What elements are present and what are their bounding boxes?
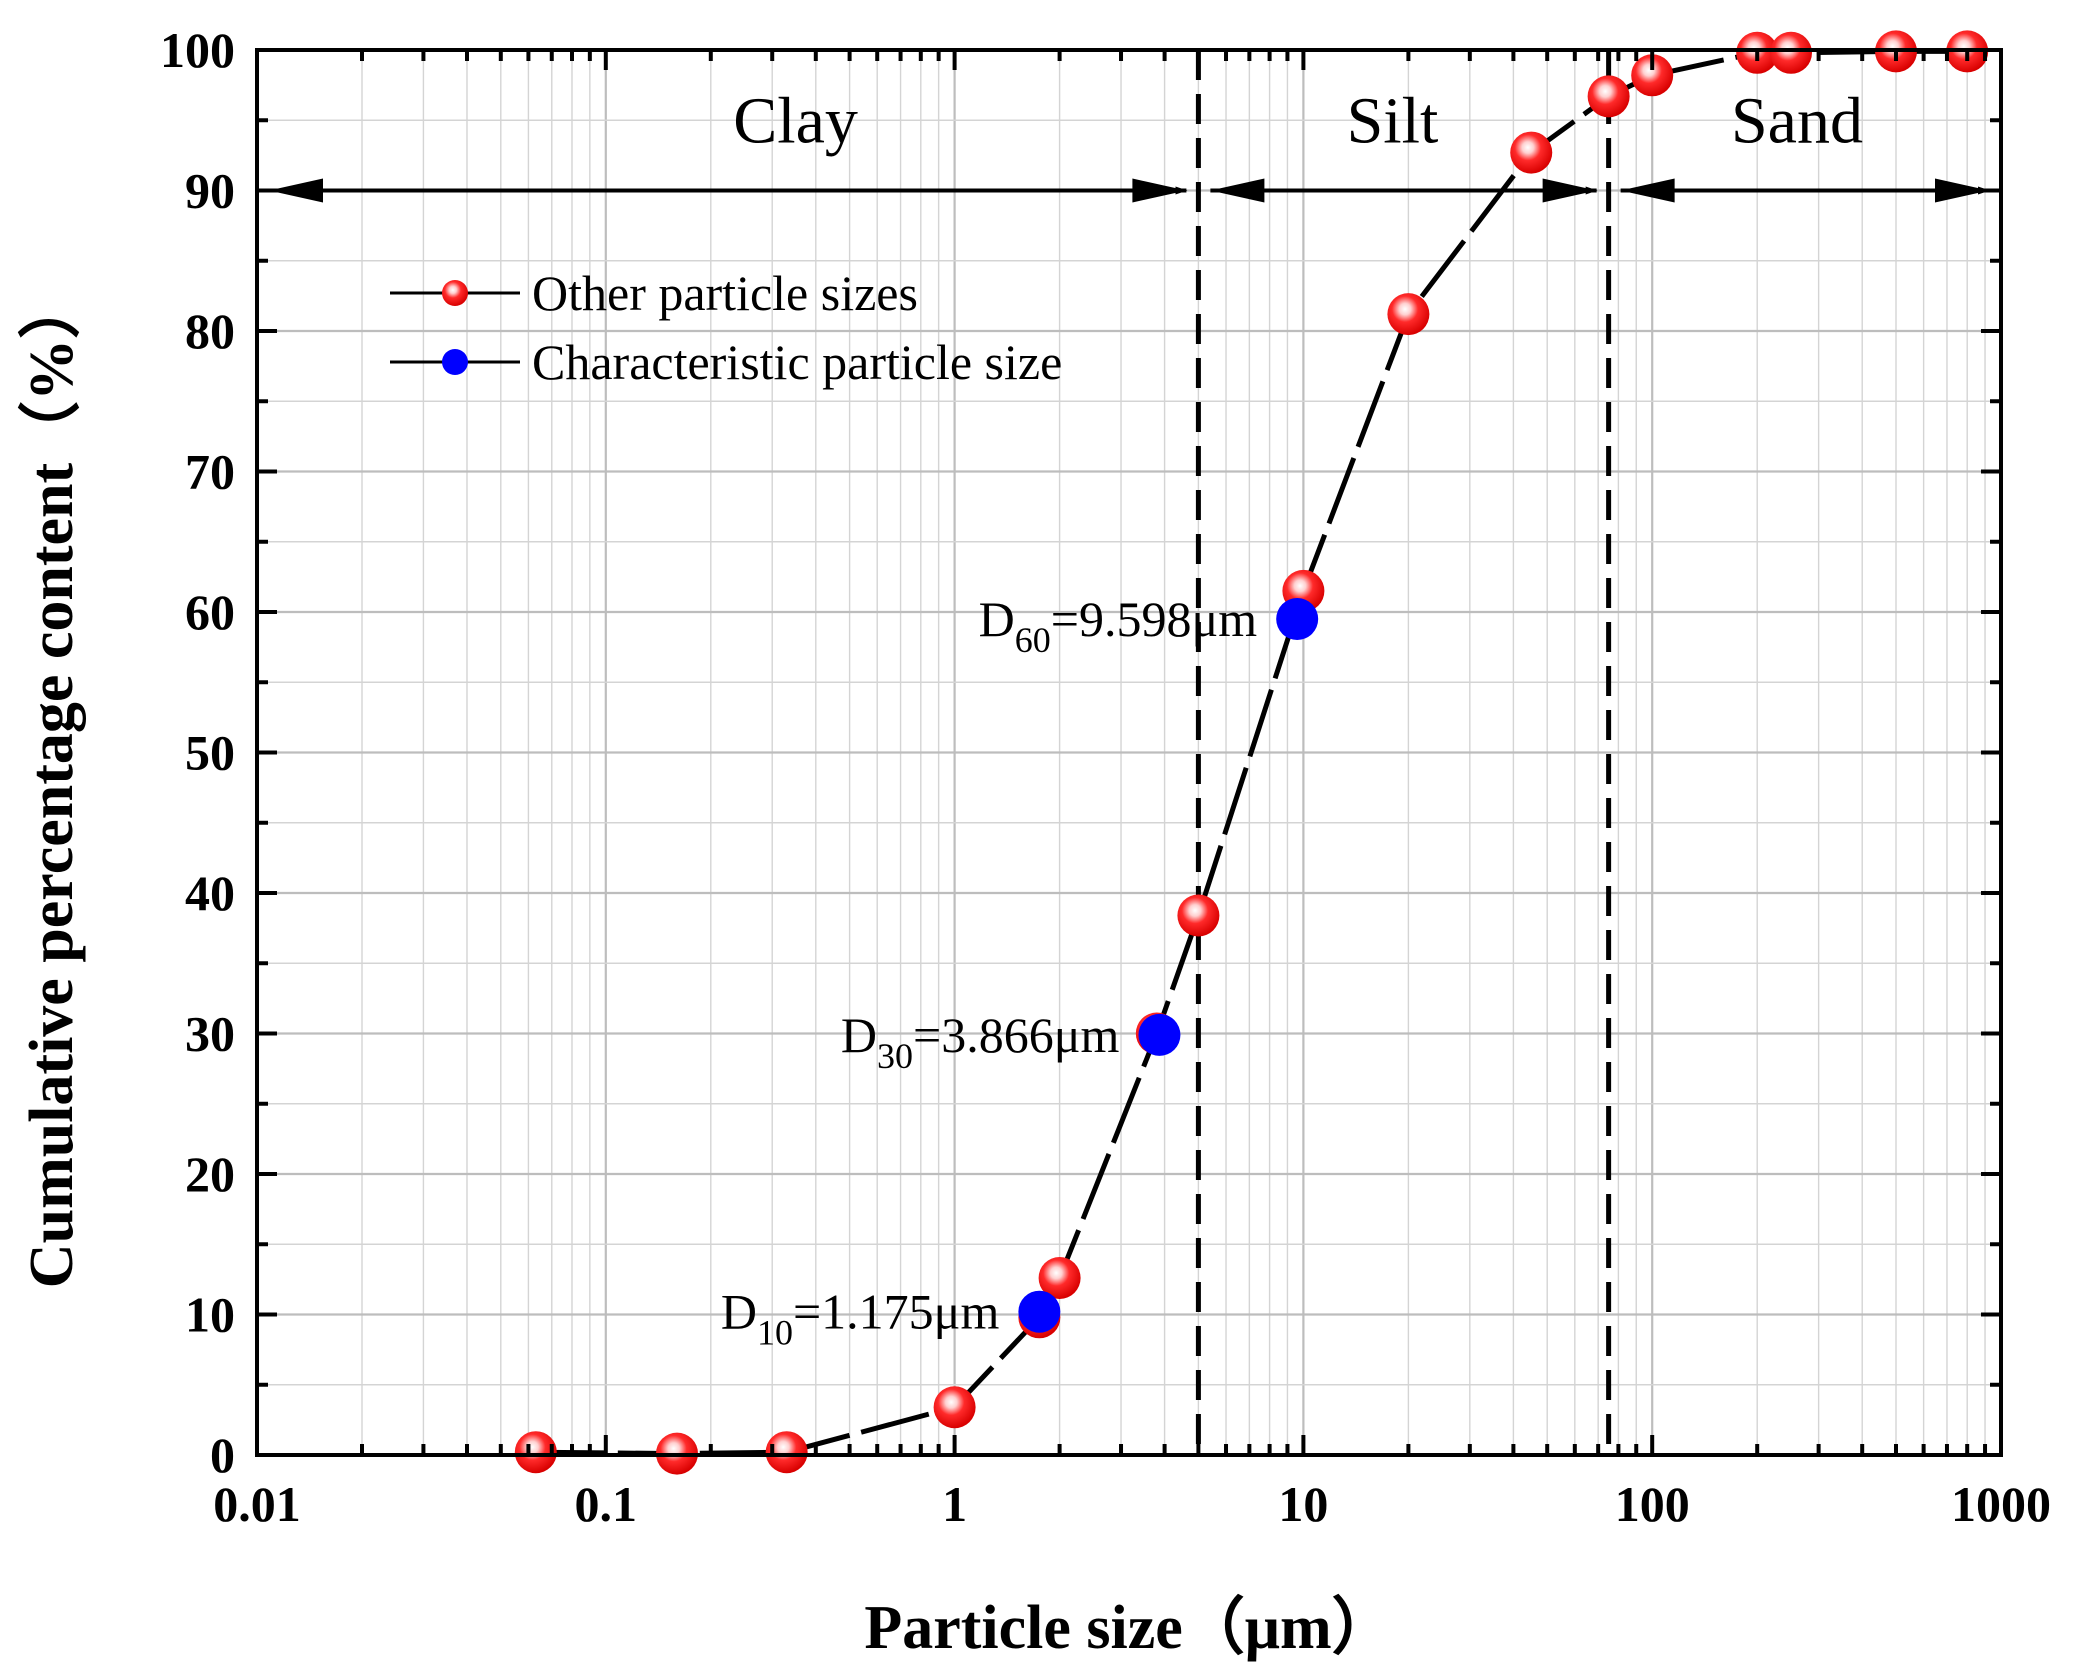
x-tick-label: 10 [1278, 1476, 1328, 1532]
x-axis-title: Particle size（μm） [864, 1592, 1393, 1662]
x-tick-label: 0.1 [575, 1476, 638, 1532]
legend-label: Characteristic particle size [532, 334, 1062, 390]
x-tick-label: 1000 [1951, 1476, 2051, 1532]
data-point-other [1587, 75, 1630, 118]
annotation-d-letter: D [721, 1284, 757, 1340]
x-tick-label: 1 [942, 1476, 967, 1532]
annotation-value: =9.598μm [1051, 591, 1258, 647]
region-label-clay: Clay [733, 84, 858, 157]
annotation-d-letter: D [979, 591, 1015, 647]
y-tick-label: 80 [185, 303, 235, 359]
annotation-value: =3.866μm [913, 1007, 1120, 1063]
y-tick-label: 70 [185, 444, 235, 500]
arrowhead-right [1132, 178, 1187, 203]
grid [257, 50, 2001, 1455]
data-point-other [1510, 131, 1553, 174]
x-tick-label: 100 [1615, 1476, 1690, 1532]
annotation-subscript: 60 [1015, 620, 1051, 660]
annotation-d10: D10=1.175μm [721, 1284, 1000, 1353]
y-tick-label: 60 [185, 584, 235, 640]
y-tick-label: 10 [185, 1287, 235, 1343]
axes-frame [255, 48, 2003, 1457]
y-tick-label: 100 [160, 22, 235, 78]
y-tick-label: 30 [185, 1006, 235, 1062]
legend-marker-characteristic [442, 349, 468, 375]
arrowhead-left [1620, 178, 1675, 203]
data-point-other [1770, 31, 1813, 74]
annotation-d60: D60=9.598μm [979, 591, 1258, 660]
data-points [514, 30, 1989, 1475]
data-point-other [933, 1386, 976, 1429]
annotation-d30: D30=3.866μm [841, 1007, 1120, 1076]
data-point-characteristic [1018, 1290, 1061, 1333]
data-point-other [1038, 1256, 1081, 1299]
data-point-other [514, 1431, 557, 1474]
region-label-silt: Silt [1347, 84, 1439, 157]
legend-label: Other particle sizes [532, 265, 918, 321]
labels: Clay Silt Sand 0 10 20 30 40 50 60 70 80 90 100 0.01 0.… [16, 22, 2051, 1662]
arrowhead-right [1542, 178, 1597, 203]
y-tick-label: 40 [185, 865, 235, 921]
data-point-other [1177, 894, 1220, 937]
annotation-d-letter: D [841, 1007, 877, 1063]
y-tick-label: 20 [185, 1146, 235, 1202]
arrowhead-left [269, 178, 323, 203]
annotation-value: =1.175μm [793, 1284, 1000, 1340]
y-tick-label: 0 [210, 1427, 235, 1483]
arrowhead-right [1935, 178, 1989, 203]
annotation-subscript: 30 [877, 1036, 913, 1076]
data-point-other [1387, 293, 1430, 336]
arrowhead-left [1210, 178, 1265, 203]
y-tick-label: 90 [185, 163, 235, 219]
annotation-subscript: 10 [757, 1313, 793, 1353]
legend-marker-other [442, 280, 468, 306]
region-markers [269, 50, 1990, 1455]
y-tick-label: 50 [185, 725, 235, 781]
legend: Other particle sizes Characteristic parti… [390, 265, 1062, 390]
x-tick-label: 0.01 [213, 1476, 301, 1532]
data-point-characteristic [1276, 598, 1319, 641]
data-point-characteristic [1138, 1013, 1181, 1056]
data-point-other [1631, 54, 1674, 97]
region-label-sand: Sand [1731, 84, 1863, 157]
data-point-other [765, 1431, 808, 1474]
y-axis-title: Cumulative percentage content（%） [16, 277, 86, 1288]
